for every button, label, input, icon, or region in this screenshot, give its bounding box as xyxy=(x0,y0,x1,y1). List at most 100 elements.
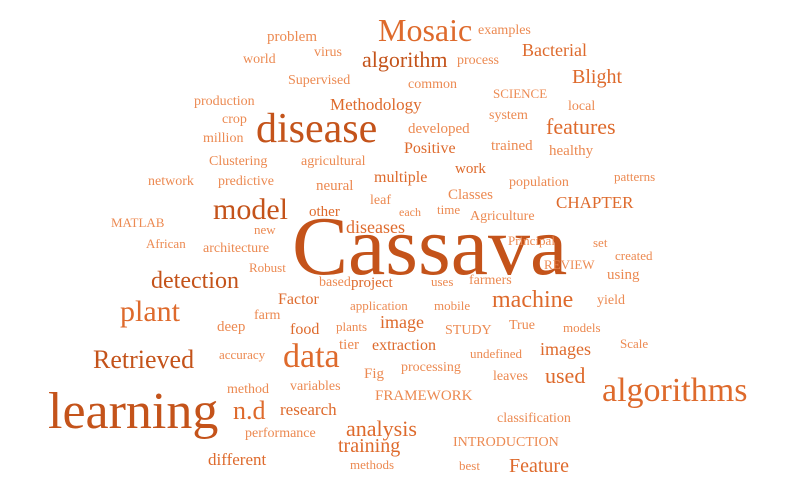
word-cassava: Cassava xyxy=(292,200,568,293)
word-data: data xyxy=(283,338,340,375)
word-performance: performance xyxy=(245,426,316,441)
word-farm: farm xyxy=(254,308,281,323)
word-classes: Classes xyxy=(448,187,493,203)
word-uses: uses xyxy=(431,274,454,289)
word-framework: FRAMEWORK xyxy=(375,388,473,404)
word-feature: Feature xyxy=(509,455,569,477)
word-problem: problem xyxy=(267,29,317,45)
word-algorithm: algorithm xyxy=(362,47,448,72)
word-process: process xyxy=(457,53,499,68)
word-principal: Principal xyxy=(508,233,555,248)
word-farmers: farmers xyxy=(469,273,512,288)
word-model: model xyxy=(213,193,288,226)
word-true: True xyxy=(509,318,535,333)
word-population: population xyxy=(509,175,569,190)
word-methodology: Methodology xyxy=(330,95,422,114)
word-image: image xyxy=(380,312,424,332)
word-each: each xyxy=(399,205,421,219)
word-used: used xyxy=(545,363,586,388)
word-virus: virus xyxy=(314,45,342,60)
word-features: features xyxy=(546,114,616,139)
word-work: work xyxy=(455,161,486,177)
word-time: time xyxy=(437,202,461,217)
word-different: different xyxy=(208,450,267,469)
word-science: SCIENCE xyxy=(493,86,548,101)
word-diseases: diseases xyxy=(346,217,405,237)
word-developed: developed xyxy=(408,121,470,137)
word-factor: Factor xyxy=(278,291,319,308)
word-leaf: leaf xyxy=(370,193,391,208)
word-tier: tier xyxy=(339,337,359,353)
word-predictive: predictive xyxy=(218,174,274,189)
word-classification: classification xyxy=(497,411,571,426)
word-new: new xyxy=(254,222,276,237)
word-african: African xyxy=(146,236,186,251)
word-trained: trained xyxy=(491,138,533,154)
word-learning: learning xyxy=(48,383,219,440)
word-matlab: MATLAB xyxy=(111,215,165,230)
word-blight: Blight xyxy=(572,66,623,88)
word-methods: methods xyxy=(350,457,395,472)
word-clustering: Clustering xyxy=(209,154,268,169)
word-agricultural: agricultural xyxy=(301,154,366,169)
word-disease: disease xyxy=(256,106,378,152)
word-world: world xyxy=(243,52,276,67)
word-leaves: leaves xyxy=(493,369,528,384)
word-introduction: INTRODUCTION xyxy=(453,435,559,450)
word-robust: Robust xyxy=(249,260,286,275)
word-images: images xyxy=(540,339,591,359)
word-network: network xyxy=(148,174,194,189)
word-machine: machine xyxy=(492,287,574,313)
word-patterns: patterns xyxy=(614,169,656,184)
word-food: food xyxy=(290,321,320,338)
word-plant: plant xyxy=(120,295,180,328)
word-supervised: Supervised xyxy=(288,73,351,88)
word-local: local xyxy=(568,99,596,114)
word-study: STUDY xyxy=(445,323,492,338)
word-project: project xyxy=(351,275,393,291)
word-set: set xyxy=(593,235,608,250)
word-mosaic: Mosaic xyxy=(378,12,473,48)
word-models: models xyxy=(563,320,601,335)
word-multiple: multiple xyxy=(374,169,428,186)
word-architecture: architecture xyxy=(203,241,270,256)
word-analysis: analysis xyxy=(346,416,417,441)
word-positive: Positive xyxy=(404,140,456,157)
word-deep: deep xyxy=(217,319,246,335)
word-method: method xyxy=(227,382,269,397)
word-production: production xyxy=(194,94,255,109)
word-bacterial: Bacterial xyxy=(522,40,587,60)
word-undefined: undefined xyxy=(470,346,522,361)
word-created: created xyxy=(615,248,653,263)
word-training: training xyxy=(338,435,401,457)
word-algorithms: algorithms xyxy=(602,372,748,409)
word-crop: crop xyxy=(222,112,247,127)
word-mobile: mobile xyxy=(434,298,471,313)
word-extraction: extraction xyxy=(372,337,436,354)
word-million: million xyxy=(203,131,244,146)
word-chapter: CHAPTER xyxy=(556,193,634,212)
word-neural: neural xyxy=(316,178,354,194)
word-based: based xyxy=(319,275,351,290)
word-healthy: healthy xyxy=(549,143,594,159)
word-agriculture: Agriculture xyxy=(470,209,535,224)
word-processing: processing xyxy=(401,360,461,375)
word-common: common xyxy=(408,77,457,92)
word-other: other xyxy=(309,204,340,220)
word-fig: Fig xyxy=(364,366,385,382)
word-system: system xyxy=(489,108,528,123)
word-best: best xyxy=(459,458,480,473)
word-variables: variables xyxy=(290,379,341,394)
word-review: REVIEW xyxy=(544,257,595,272)
word-scale: Scale xyxy=(620,336,649,351)
word-using: using xyxy=(607,267,640,283)
word-n-d: n.d xyxy=(233,396,266,425)
word-accuracy: accuracy xyxy=(219,347,266,362)
word-yield: yield xyxy=(597,293,625,308)
word-application: application xyxy=(350,298,408,313)
word-examples: examples xyxy=(478,23,531,38)
word-research: research xyxy=(280,400,337,419)
word-detection: detection xyxy=(151,268,239,294)
word-plants: plants xyxy=(336,319,368,334)
